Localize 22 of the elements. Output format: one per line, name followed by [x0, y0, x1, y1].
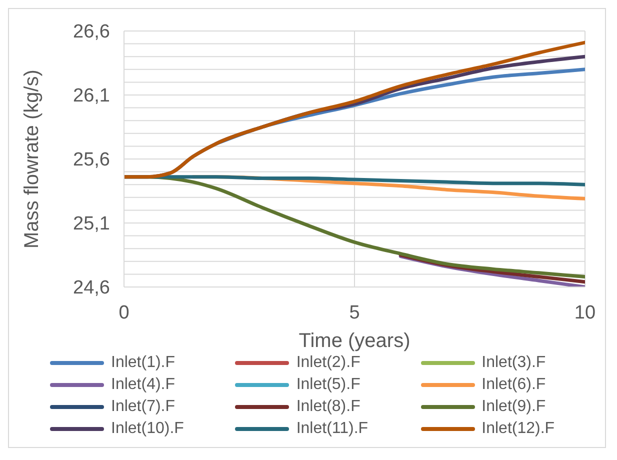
legend-label: Inlet(6).F [482, 376, 546, 394]
legend-label: Inlet(9).F [482, 398, 546, 416]
y-tick-label: 26,6 [73, 22, 110, 43]
x-tick-label: 5 [349, 302, 360, 324]
x-tick-label: 10 [574, 302, 596, 324]
y-tick-label: 25,6 [73, 150, 110, 171]
y-tick-label: 24,6 [73, 278, 110, 299]
legend-label: Inlet(8).F [296, 398, 360, 416]
x-axis-title: Time (years) [298, 330, 410, 352]
legend-label: Inlet(4).F [111, 376, 176, 394]
legend-label: Inlet(1).F [111, 354, 176, 372]
legend-label: Inlet(2).F [296, 354, 360, 372]
y-axis-title: Mass flowrate (kg/s) [21, 70, 44, 248]
legend-label: Inlet(7).F [111, 398, 176, 416]
y-tick-label: 26,1 [73, 86, 110, 107]
legend-label: Inlet(3).F [482, 354, 546, 372]
legend-label: Inlet(10).F [111, 420, 184, 438]
legend-label: Inlet(5).F [296, 376, 360, 394]
x-tick-label: 0 [118, 302, 130, 324]
legend-label: Inlet(12).F [482, 420, 555, 438]
y-tick-label: 25,1 [73, 214, 110, 235]
legend-label: Inlet(11).F [296, 420, 368, 438]
